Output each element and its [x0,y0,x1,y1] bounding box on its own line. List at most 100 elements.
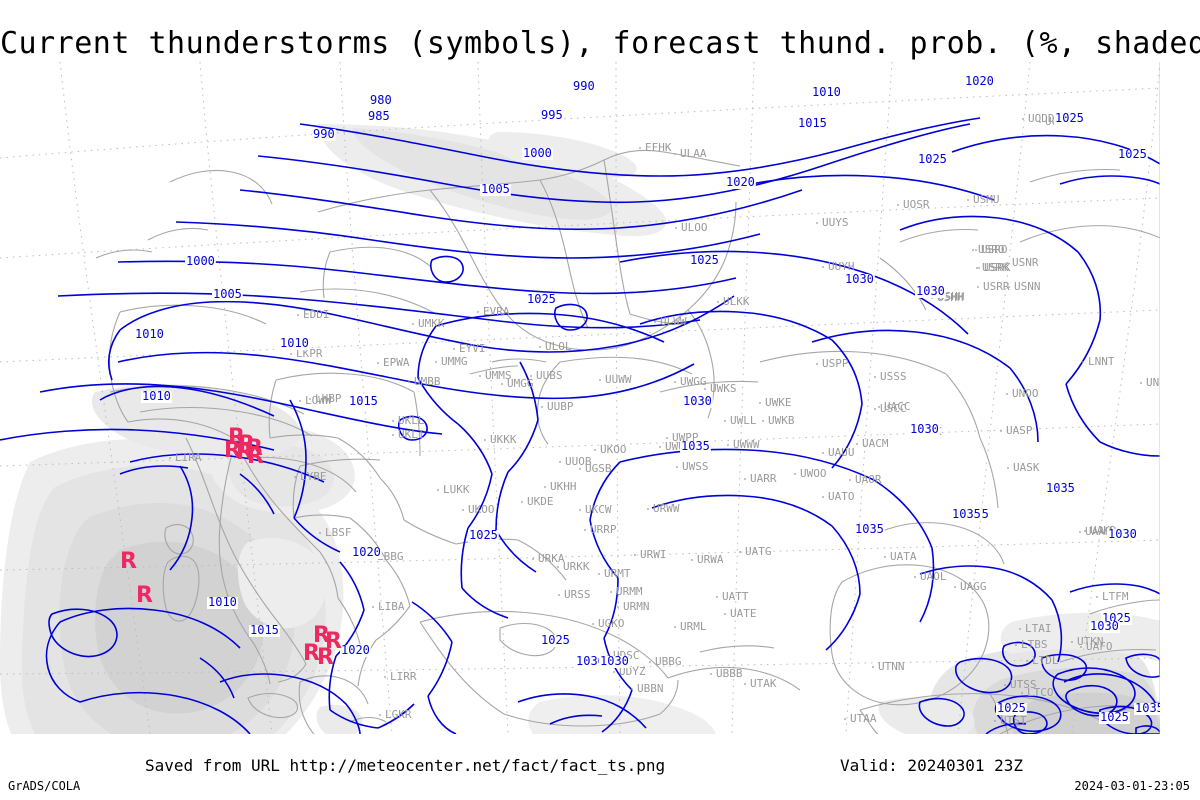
svg-text:1015: 1015 [250,623,279,637]
isobar-label: 1005 [480,182,511,196]
svg-text:UUWW: UUWW [605,373,632,386]
producer-label: GrADS/COLA [8,779,81,793]
thunderstorm-symbol[interactable]: R [313,623,330,648]
isobar-label: 1030 [1089,619,1120,633]
svg-text:UACM: UACM [862,437,889,450]
station-label: USPP [816,357,849,370]
svg-text:USNR: USNR [1012,256,1039,269]
station-label: UWSS [676,460,709,473]
svg-text:URRP: URRP [590,523,617,536]
svg-text:UATT: UATT [722,590,749,603]
svg-text:UUYS: UUYS [822,216,849,229]
station-label: UKOO [594,443,627,456]
map-svg: EFHK ULOO ULAA UUYS UUYH USMU USRO USRK USNRUSRR… [0,62,1160,734]
svg-text:1020: 1020 [341,643,370,657]
station-label: UACM [856,437,889,450]
svg-text:UWKE: UWKE [765,396,792,409]
isobar-label: 1030 [909,422,940,436]
svg-text:UAFO: UAFO [1086,640,1113,653]
station-label: UWGG [674,375,707,388]
isobar-label: 1030 [682,394,713,408]
isobar-label: 1035 [1134,701,1160,715]
station-label: URMM [610,585,643,598]
svg-text:ULOL: ULOL [545,340,572,353]
station-label: UWLL [724,414,757,427]
thunderstorm-symbol[interactable]: R [224,438,241,463]
thunderstorm-symbol[interactable]: R [317,645,334,670]
svg-text:UNOO: UNOO [1012,387,1039,400]
svg-text:UKOO: UKOO [600,443,627,456]
station-label: UWPP [666,431,699,444]
isobar-label: 990 [572,79,596,93]
isobar-label: 1020 [964,74,995,88]
station-label: EDDI [297,308,330,321]
station-label: LYBE [294,470,327,483]
station-label: ULAA [674,147,707,160]
svg-text:UBBN: UBBN [637,682,664,695]
station-label: USMU [967,193,1000,206]
station-label: USSS [874,370,907,383]
station-label: UUBP [541,400,574,413]
station-label: UAAH [1079,525,1112,538]
station-label: LNNT [1082,355,1115,368]
svg-text:R: R [325,629,342,654]
isobar-label: 1030 [575,654,606,668]
svg-text:LTCO: LTCO [1027,686,1054,699]
svg-text:USRK: USRK [982,261,1009,274]
svg-text:UWSS: UWSS [682,460,709,473]
isobar-label: 1030 [1107,527,1138,541]
svg-text:UUBS: UUBS [536,369,563,382]
station-label: UKHH [544,480,577,493]
station-label: UGKO [592,617,625,630]
svg-text:ULAA: ULAA [680,147,707,160]
shaded-probability-field [0,124,1160,734]
svg-text:URMM: URMM [616,585,643,598]
thunderstorm-symbol[interactable]: R [228,425,245,450]
station-label: UTNN [872,660,905,673]
coastlines-and-borders [95,149,1160,734]
isobar-label: 1000 [522,146,553,160]
thunderstorm-symbol[interactable]: R [136,583,153,608]
thunderstorm-symbol[interactable]: R [236,440,253,465]
weather-map-canvas[interactable]: EFHK ULOO ULAA UUYS UUYH USMU USRO USRK USNR USRR… [0,62,1200,734]
svg-text:USNN: USNN [1014,280,1041,293]
station-label: ULOO [675,221,708,234]
station-label: URMT [598,567,631,580]
thunderstorm-symbol[interactable]: R [238,432,255,457]
thunderstorm-symbol[interactable]: R [325,629,342,654]
thunderstorm-symbol[interactable]: R [246,436,263,461]
svg-text:1010: 1010 [280,336,309,350]
isobar-label: 1010 [811,85,842,99]
station-label: UASK [1007,461,1040,474]
station-label: EYVI [453,342,486,355]
thunderstorm-symbol[interactable]: R [303,641,320,666]
svg-text:985: 985 [368,109,390,123]
station-label: UMGG [501,377,534,390]
station-label: UAGG [954,580,987,593]
svg-text:UWKS: UWKS [710,382,737,395]
station-label: URSS [558,588,591,601]
station-label: UAOR [849,473,882,486]
svg-text:R: R [317,645,334,670]
svg-text:URWW: URWW [653,502,680,515]
svg-text:1025: 1025 [1118,147,1147,161]
isobar-label: 1000 [185,254,216,268]
station-label: LTAI [1019,622,1052,635]
station-label: USRO [975,243,1008,256]
thunderstorm-symbol[interactable]: R [120,549,137,574]
svg-text:R: R [313,623,330,648]
isobar-label: 1025 [1054,111,1085,125]
station-label: URKA [532,552,565,565]
svg-text:1035: 1035 [1046,481,1075,495]
svg-text:R: R [120,549,137,574]
station-label: UTAA [844,712,877,725]
station-label: URWW [647,502,680,515]
svg-text:UARR: UARR [750,472,777,485]
svg-text:1030: 1030 [576,654,605,668]
thunderstorm-symbol[interactable]: R [247,444,264,469]
isobar-label: 1010 [279,336,310,350]
svg-text:LBBG: LBBG [377,550,404,563]
isobar-label: 1015 [249,623,280,637]
isobar-label: 1015 [797,116,828,130]
